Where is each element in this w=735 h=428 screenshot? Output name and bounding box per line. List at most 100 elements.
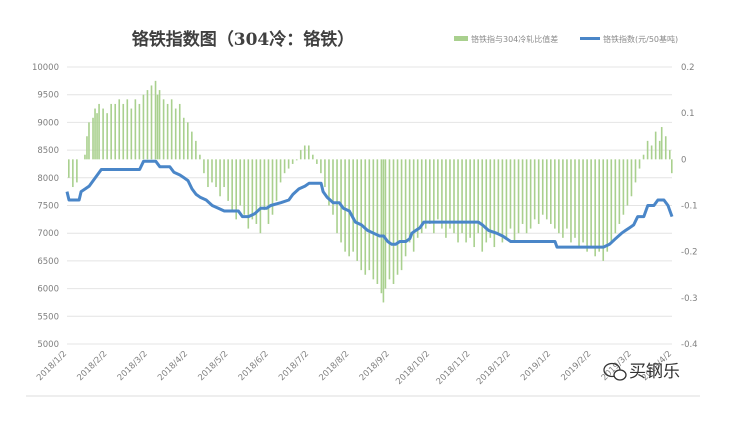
y-left-tick-label: 9000 [37,118,59,128]
ratio-diff-bar [182,117,185,160]
ratio-diff-bar [658,140,661,160]
ratio-diff-bar [606,159,609,252]
ratio-diff-bar [98,103,100,160]
ratio-diff-bar [287,159,290,169]
ratio-diff-bar [509,159,512,229]
ratio-diff-bar [594,159,596,257]
ratio-diff-bar [146,90,149,160]
ratio-diff-bar [86,136,88,160]
ratio-diff-bar [88,122,90,160]
y-left-tick-label: 5000 [37,340,59,350]
chromium-index-line [65,159,674,249]
ratio-diff-bar [598,159,600,252]
ratio-diff-bar [404,159,407,257]
ratio-diff-bar [239,159,242,206]
ratio-diff-bar [501,159,504,243]
y-right-tick-label: -0.2 [681,248,698,258]
ratio-diff-bar [368,159,371,271]
chart-title: 铬铁指数图（304冷：铬铁） [132,29,355,50]
ratio-diff-bar [441,159,443,229]
ratio-diff-bar [437,159,439,220]
ratio-diff-bar [356,159,358,261]
x-axis: 2018/1/2 2018/2/2 2018/3/2 2018/4/2 2018/5/2… [35,349,674,387]
ratio-diff-bar [360,159,363,271]
y-right-tick-label: 0 [681,155,686,165]
ratio-diff-bar [392,159,395,284]
ratio-diff-bar [156,94,159,160]
ratio-diff-bar [195,140,197,160]
ratio-diff-bar [664,136,667,160]
ratio-diff-bar [642,154,645,160]
ratio-diff-bar [299,150,302,160]
ratio-diff-bar [638,159,641,169]
ratio-diff-bar [372,159,375,280]
ratio-diff-bar [660,127,663,160]
ratio-diff-bar [376,159,379,284]
ratio-diff-bar [537,159,540,224]
ratio-diff-bar [473,159,475,248]
ratio-diff-bar [630,159,633,197]
ratio-diff-bar [424,159,427,229]
ratio-diff-bar [187,122,189,160]
ratio-diff-bar [533,159,536,220]
legend-bar-swatch [454,36,468,41]
ratio-diff-bar [348,159,350,257]
ratio-diff-bar [271,159,274,215]
ratio-diff-bar [550,159,552,224]
x-tick-label: 2018/9/2 [358,349,392,383]
y-right-tick-label: -0.4 [681,340,698,350]
y-left-tick-label: 5500 [37,312,59,322]
x-tick-label: 2018/4/2 [156,349,190,383]
ratio-diff-bar [634,159,637,183]
ratio-diff-bar [328,159,330,206]
y-left-tick-label: 10000 [32,63,59,73]
ratio-diff-bar [433,159,435,234]
ratio-diff-bar [412,159,415,252]
y-left-tick-label: 6000 [37,285,59,295]
ratio-diff-bar [259,159,262,234]
y-left-tick-label: 8000 [37,174,59,184]
ratio-diff-bar [505,159,508,238]
x-tick-label: 2019/2/2 [559,349,593,383]
ratio-diff-bar [380,159,383,294]
ratio-diff-bar [481,159,484,252]
ratio-diff-bar [671,159,673,174]
ratio-diff-bar [517,159,520,234]
ratio-diff-bar [92,117,94,160]
y-right-tick-label: -0.3 [681,294,698,304]
ratio-diff-bar [382,159,385,303]
ratio-diff-bar [215,159,217,188]
ratio-diff-bar [396,159,399,275]
ratio-diff-bar [332,159,334,215]
ratio-diff-bar [291,159,294,164]
ratio-diff-bar [521,159,524,224]
ratio-diff-bar [340,159,342,243]
ratio-diff-bar [408,159,411,243]
ratio-diff-bar [251,159,254,220]
ratio-diff-bar [582,159,584,243]
ratio-diff-bar [416,159,419,238]
y-left-tick-label: 9500 [37,91,59,101]
ratio-diff-bar [158,90,161,160]
ratio-diff-bar [227,159,229,201]
ratio-diff-bar [174,108,177,160]
ratio-diff-bar [525,159,528,234]
ratio-diff-bar [223,159,225,188]
ratio-diff-bar [586,159,588,252]
x-tick-label: 2018/12/2 [475,349,513,387]
x-tick-label: 2018/6/2 [237,349,271,383]
x-tick-label: 2018/3/2 [116,349,150,383]
ratio-diff-bar [207,159,209,188]
ratio-diff-bar [590,159,592,248]
legend-bar-label: 铬铁指与304冷轧比值差 [471,34,558,44]
ratio-diff-bar [142,94,145,160]
ratio-diff-bar [178,103,181,160]
ratio-diff-bar [529,159,532,229]
x-tick-label: 2018/1/2 [35,349,69,383]
x-tick-label: 2018/11/2 [435,349,473,387]
y-right-tick-label: 0.2 [681,63,695,73]
x-tick-label: 2018/5/2 [196,349,230,383]
ratio-diff-bar [203,159,205,174]
ratio-diff-bar [364,159,367,275]
